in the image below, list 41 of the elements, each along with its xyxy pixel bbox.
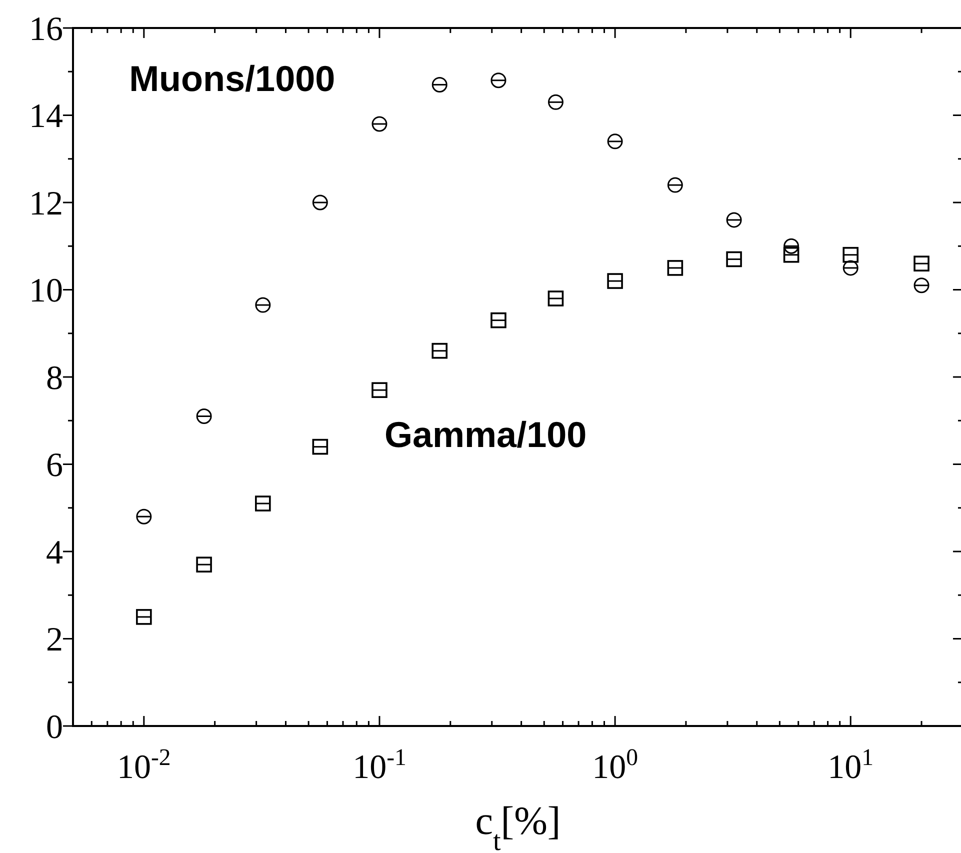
point [432,342,448,359]
y-tick-label: 2 [46,622,63,659]
point [548,290,564,306]
y-tick-label: 8 [46,360,63,397]
point [490,312,506,328]
x-tick-label: 10$^{1}$ [828,745,874,786]
point [136,508,152,524]
point [667,177,683,193]
y-tick-label: 12 [29,185,63,222]
point [548,94,564,110]
point [196,556,212,572]
point [490,72,506,88]
x-tick-label: 10$^{-2}$ [117,745,171,786]
y-tick-label: 6 [46,447,63,484]
legend-label: Gamma/100 [384,414,587,455]
point [136,609,152,625]
point [255,496,271,512]
point [196,408,212,424]
y-tick-label: 16 [29,10,63,48]
point [726,251,742,268]
point [372,382,388,398]
point [842,246,859,263]
point [372,116,388,132]
point [784,238,800,254]
point [312,194,328,210]
point [607,134,623,150]
legend-label: Muons/1000 [129,58,336,99]
point [312,438,328,455]
y-tick-label: 14 [29,98,63,136]
point [726,212,742,228]
point [667,260,684,276]
point [783,246,800,263]
y-tick-label: 4 [46,534,63,572]
x-tick-label: 10$^{-1}$ [352,745,406,786]
y-tick-label: 10 [29,272,63,310]
x-axis-title: c$_{t}$[%] [475,798,561,853]
x-tick-label: 10$^{0}$ [592,745,638,786]
point [432,76,448,92]
point [607,273,623,289]
y-tick-label: 0 [46,708,63,746]
point [255,297,271,313]
